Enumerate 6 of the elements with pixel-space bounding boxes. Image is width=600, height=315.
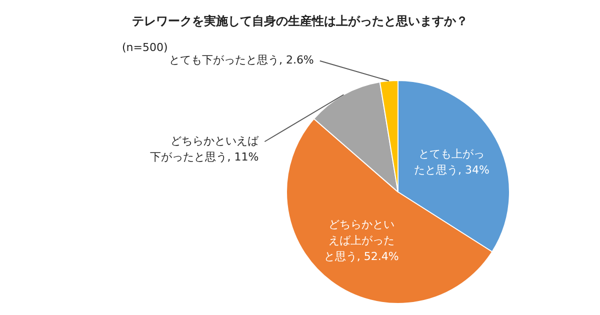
chart-title: テレワークを実施して自身の生産性は上がったと思いますか？ bbox=[132, 14, 468, 28]
slice-label: どちらかといえば下がったと思う, 11% bbox=[150, 134, 260, 164]
slice-label: とても上がったと思う, 34% bbox=[414, 147, 490, 176]
slice-label: どちらかといえば上がったと思う, 52.4% bbox=[324, 218, 399, 264]
slice-label: とても下がったと思う, 2.6% bbox=[168, 54, 314, 67]
text: (n=500) bbox=[122, 40, 168, 54]
